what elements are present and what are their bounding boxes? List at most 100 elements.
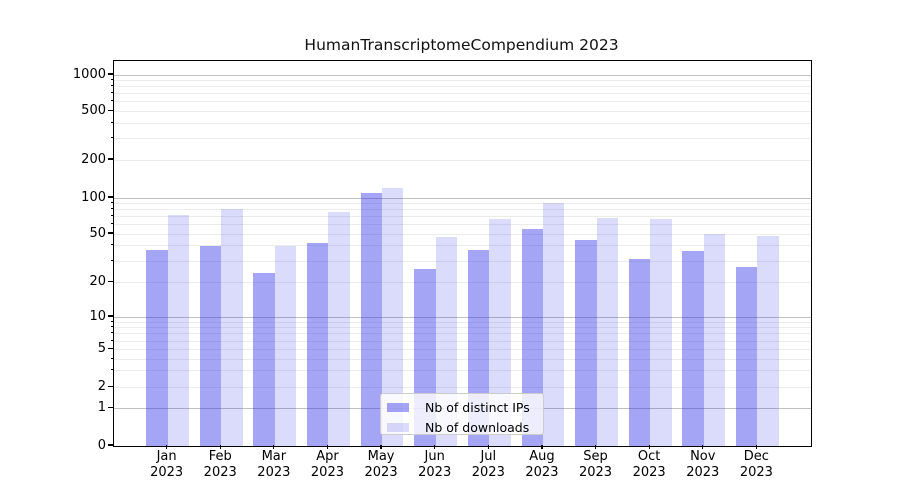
x-label-year: 2023 — [525, 464, 559, 480]
minor-gridline — [114, 327, 811, 329]
x-label-month: Jun — [424, 449, 445, 464]
y-tick-label: 20 — [89, 274, 106, 289]
x-label-month: Mar — [261, 449, 287, 464]
x-tick — [487, 445, 489, 449]
x-label-month: Feb — [208, 449, 232, 464]
chart-title: HumanTranscriptomeCompendium 2023 — [304, 36, 619, 54]
legend-label-distinct-ips: Nb of distinct IPs — [425, 399, 530, 415]
y-tick-label: 1000 — [72, 66, 106, 82]
y-minor-tick — [110, 332, 113, 334]
y-tick-label: 0 — [97, 437, 106, 453]
y-minor-tick — [110, 79, 113, 81]
bar-downloads-aug — [542, 202, 565, 446]
y-tick — [108, 73, 113, 75]
y-tick-label: 200 — [81, 151, 106, 167]
y-tick-label: 500 — [81, 103, 106, 118]
y-minor-tick — [110, 137, 113, 139]
bar-downloads-oct — [650, 218, 672, 446]
x-label-month: Sep — [583, 449, 608, 464]
x-label-month: May — [367, 449, 395, 464]
y-tick — [108, 386, 113, 388]
y-minor-tick — [110, 357, 113, 359]
minor-gridline — [114, 138, 811, 140]
major-gridline — [114, 74, 811, 76]
minor-gridline — [114, 387, 811, 389]
y-tick — [108, 315, 113, 317]
x-label-month: Jul — [480, 449, 497, 464]
x-tick-label: Nov 2023 — [671, 449, 735, 480]
y-tick-label: 2 — [97, 379, 106, 395]
x-tick — [594, 445, 597, 449]
x-tick-label: Feb 2023 — [188, 449, 252, 480]
y-tick — [108, 280, 113, 283]
bar-downloads-apr — [328, 211, 350, 446]
y-tick — [108, 444, 113, 446]
bar-distinct-ips-mar — [253, 272, 275, 446]
y-minor-tick — [110, 85, 113, 87]
bar-downloads-feb — [221, 208, 243, 446]
bar-downloads-nov — [703, 234, 726, 446]
y-minor-tick — [110, 369, 113, 371]
x-tick-label: Jan 2023 — [135, 449, 199, 480]
x-label-month: Nov — [690, 449, 716, 464]
x-label-year: 2023 — [203, 464, 237, 480]
y-minor-tick — [110, 201, 113, 203]
minor-gridline — [114, 370, 811, 372]
legend-item-downloads: Nb of downloads — [387, 417, 529, 437]
y-tick — [108, 158, 113, 160]
x-tick — [166, 445, 168, 449]
x-label-year: 2023 — [310, 464, 344, 480]
y-minor-tick — [110, 326, 113, 328]
minor-gridline — [114, 358, 811, 360]
bar-downloads-sep — [596, 218, 618, 446]
bar-downloads-dec — [757, 236, 779, 446]
minor-gridline — [114, 224, 811, 226]
minor-gridline — [114, 80, 811, 82]
bar-downloads-jan — [167, 215, 189, 446]
x-tick-label: Dec 2023 — [724, 449, 788, 480]
x-label-month: Dec — [743, 449, 769, 464]
minor-gridline — [114, 349, 811, 351]
minor-gridline — [114, 321, 811, 323]
minor-gridline — [114, 333, 811, 335]
plot-area: Nb of distinct IPs Nb of downloads — [113, 60, 812, 447]
legend-swatch-downloads-icon — [387, 422, 409, 432]
bar-distinct-ips-jan — [146, 249, 168, 446]
minor-gridline — [114, 260, 811, 262]
y-minor-tick — [110, 259, 113, 261]
x-label-year: 2023 — [418, 464, 452, 480]
y-tick-label: 5 — [97, 341, 106, 357]
bar-distinct-ips-sep — [575, 239, 597, 446]
minor-gridline — [114, 245, 811, 247]
legend-swatch-distinct-ips-icon — [387, 402, 409, 412]
major-gridline — [114, 316, 811, 318]
bar-downloads-jul — [489, 218, 511, 446]
y-minor-tick — [110, 121, 113, 123]
y-minor-tick — [110, 339, 113, 341]
minor-gridline — [114, 209, 811, 211]
x-label-year: 2023 — [150, 464, 184, 480]
x-tick — [648, 445, 650, 449]
y-tick — [108, 196, 113, 198]
y-minor-tick — [110, 92, 113, 94]
x-tick — [380, 445, 382, 449]
y-minor-tick — [110, 100, 113, 102]
y-tick-label: 10 — [89, 308, 106, 324]
bar-downloads-mar — [274, 245, 297, 446]
x-tick — [755, 445, 757, 449]
x-label-year: 2023 — [686, 464, 720, 480]
y-tick — [108, 232, 113, 234]
x-tick-label: May 2023 — [349, 449, 413, 480]
x-label-month: Apr — [316, 449, 339, 464]
major-gridline — [114, 197, 811, 199]
bar-distinct-ips-aug — [521, 229, 543, 446]
x-tick — [219, 445, 221, 449]
minor-gridline — [114, 93, 811, 95]
minor-gridline — [114, 233, 811, 235]
y-tick — [108, 348, 113, 350]
x-label-year: 2023 — [632, 464, 666, 480]
y-minor-tick — [110, 320, 113, 322]
x-label-year: 2023 — [257, 464, 291, 480]
minor-gridline — [114, 111, 811, 112]
